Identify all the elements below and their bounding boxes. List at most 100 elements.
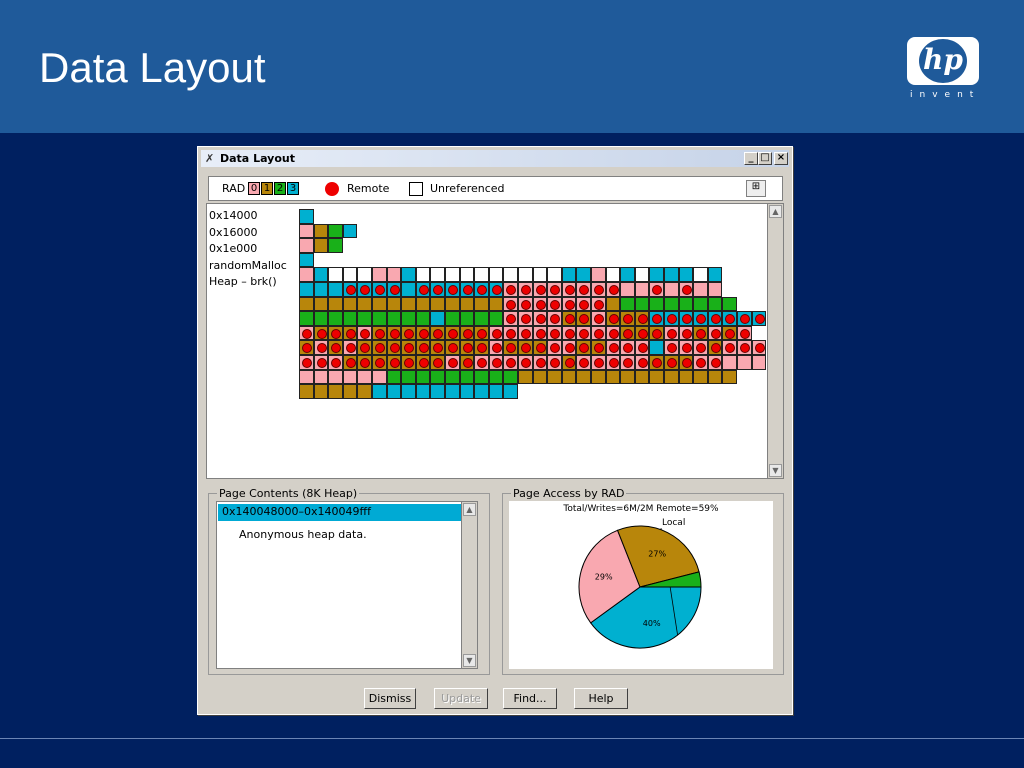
scroll-up-icon[interactable]: ▲ xyxy=(463,503,476,516)
page-cell[interactable] xyxy=(401,384,416,399)
page-cell-remote[interactable] xyxy=(634,340,650,355)
page-cell[interactable] xyxy=(342,223,358,239)
page-cell-remote[interactable] xyxy=(678,311,694,326)
page-cell[interactable] xyxy=(401,369,416,385)
page-cell[interactable] xyxy=(605,369,621,385)
page-cell[interactable] xyxy=(503,267,518,282)
page-cell-remote[interactable] xyxy=(620,355,635,370)
page-cell[interactable] xyxy=(503,384,518,399)
page-cell[interactable] xyxy=(474,311,489,326)
page-cell-remote[interactable] xyxy=(459,282,475,297)
scroll-up-icon[interactable]: ▲ xyxy=(769,205,782,218)
page-cell[interactable] xyxy=(634,267,650,282)
page-cell-remote[interactable] xyxy=(532,296,548,312)
page-cell[interactable] xyxy=(415,296,431,312)
page-cell[interactable] xyxy=(474,296,489,312)
scroll-down-icon[interactable]: ▼ xyxy=(769,464,782,477)
page-cell[interactable] xyxy=(357,296,372,312)
page-cell-remote[interactable] xyxy=(532,311,548,326)
zoom-icon[interactable]: ⊞ xyxy=(746,180,766,197)
page-cell[interactable] xyxy=(503,369,518,385)
page-cell-remote[interactable] xyxy=(605,340,621,355)
page-cell[interactable] xyxy=(357,384,372,399)
page-cell-remote[interactable] xyxy=(561,282,577,297)
page-cell-remote[interactable] xyxy=(547,340,562,355)
page-cell-remote[interactable] xyxy=(576,340,591,355)
page-cell[interactable] xyxy=(357,311,372,326)
page-cell-remote[interactable] xyxy=(503,325,518,341)
page-cell-remote[interactable] xyxy=(299,355,314,370)
page-cell[interactable] xyxy=(576,369,591,385)
page-cell[interactable] xyxy=(299,311,314,326)
page-cell-remote[interactable] xyxy=(620,325,635,341)
page-cell-remote[interactable] xyxy=(430,340,445,355)
page-cell[interactable] xyxy=(415,384,431,399)
page-cell-remote[interactable] xyxy=(737,340,752,355)
selected-page-range[interactable]: 0x140048000–0x140049fff xyxy=(218,504,463,521)
page-cell-remote[interactable] xyxy=(576,325,591,341)
page-cell-remote[interactable] xyxy=(503,282,518,297)
page-cell-remote[interactable] xyxy=(445,340,460,355)
page-cell[interactable] xyxy=(634,296,650,312)
page-cell-remote[interactable] xyxy=(445,282,460,297)
page-cell[interactable] xyxy=(459,369,475,385)
page-cell-remote[interactable] xyxy=(488,325,504,341)
page-cell-remote[interactable] xyxy=(664,355,679,370)
page-cell[interactable] xyxy=(328,311,343,326)
page-cell[interactable] xyxy=(299,209,314,224)
page-cell-remote[interactable] xyxy=(678,282,694,297)
page-cell[interactable] xyxy=(532,369,548,385)
page-cell[interactable] xyxy=(430,296,445,312)
page-cell[interactable] xyxy=(649,369,664,385)
page-cell[interactable] xyxy=(299,369,314,385)
page-cell-remote[interactable] xyxy=(430,282,445,297)
update-button[interactable]: Update xyxy=(434,688,488,709)
page-cell-remote[interactable] xyxy=(591,296,606,312)
page-cell-remote[interactable] xyxy=(576,282,591,297)
page-cell-remote[interactable] xyxy=(561,325,577,341)
page-cell[interactable] xyxy=(591,369,606,385)
page-cell-remote[interactable] xyxy=(576,355,591,370)
page-cell-remote[interactable] xyxy=(707,311,723,326)
page-cell[interactable] xyxy=(372,267,387,282)
page-cell-remote[interactable] xyxy=(372,325,387,341)
page-cell[interactable] xyxy=(299,296,314,312)
page-cell[interactable] xyxy=(576,267,591,282)
page-cell-remote[interactable] xyxy=(415,282,431,297)
page-cell[interactable] xyxy=(488,267,504,282)
page-cell[interactable] xyxy=(459,267,475,282)
page-cell[interactable] xyxy=(707,267,723,282)
page-cell[interactable] xyxy=(561,369,577,385)
page-cell[interactable] xyxy=(474,369,489,385)
page-cell-remote[interactable] xyxy=(664,325,679,341)
page-cell[interactable] xyxy=(649,267,664,282)
page-cell-remote[interactable] xyxy=(664,340,679,355)
page-cell-remote[interactable] xyxy=(693,325,708,341)
page-cell[interactable] xyxy=(737,355,752,370)
page-cell-remote[interactable] xyxy=(591,355,606,370)
page-cell[interactable] xyxy=(488,296,504,312)
page-cell-remote[interactable] xyxy=(532,355,548,370)
page-cell-remote[interactable] xyxy=(357,325,372,341)
page-cell[interactable] xyxy=(474,267,489,282)
page-cell-remote[interactable] xyxy=(415,355,431,370)
page-cell[interactable] xyxy=(488,311,504,326)
page-cell[interactable] xyxy=(430,369,445,385)
page-cell[interactable] xyxy=(328,369,343,385)
page-cell[interactable] xyxy=(386,369,402,385)
page-cell-remote[interactable] xyxy=(503,311,518,326)
page-cell-remote[interactable] xyxy=(474,282,489,297)
page-cell[interactable] xyxy=(386,296,402,312)
page-cell-remote[interactable] xyxy=(518,282,533,297)
page-cell-remote[interactable] xyxy=(299,340,314,355)
page-cell[interactable] xyxy=(342,369,358,385)
page-cell[interactable] xyxy=(299,252,314,268)
page-cell[interactable] xyxy=(649,296,664,312)
page-cell-remote[interactable] xyxy=(751,340,767,355)
page-cell-remote[interactable] xyxy=(313,355,329,370)
page-cell-remote[interactable] xyxy=(605,311,621,326)
page-cell-remote[interactable] xyxy=(518,325,533,341)
page-cell-remote[interactable] xyxy=(342,325,358,341)
page-cell-remote[interactable] xyxy=(503,340,518,355)
page-cell-remote[interactable] xyxy=(372,282,387,297)
